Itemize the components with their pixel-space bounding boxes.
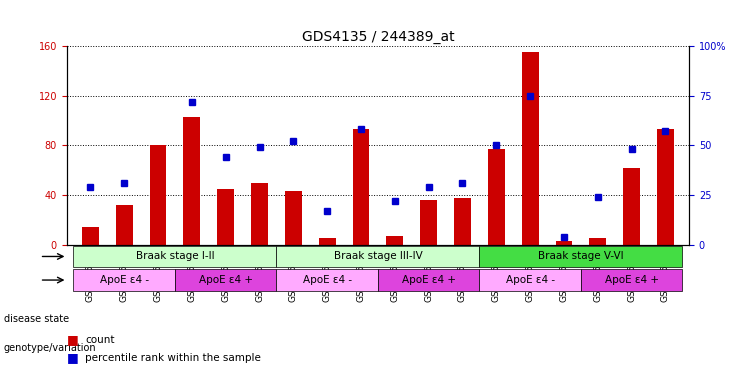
Bar [454, 197, 471, 245]
FancyBboxPatch shape [581, 270, 682, 291]
Text: ApoE ε4 +: ApoE ε4 + [402, 275, 456, 285]
FancyBboxPatch shape [175, 270, 276, 291]
FancyBboxPatch shape [276, 246, 479, 267]
Text: ■: ■ [67, 333, 79, 346]
Bar [251, 183, 268, 245]
Text: genotype/variation: genotype/variation [4, 343, 96, 353]
Bar [556, 241, 573, 245]
Text: ApoE ε4 +: ApoE ε4 + [199, 275, 253, 285]
Text: ApoE ε4 -: ApoE ε4 - [505, 275, 555, 285]
Text: disease state: disease state [4, 314, 69, 324]
FancyBboxPatch shape [73, 270, 175, 291]
Bar [386, 236, 403, 245]
Bar [522, 52, 539, 245]
FancyBboxPatch shape [276, 270, 378, 291]
Bar [82, 227, 99, 245]
Text: ApoE ε4 -: ApoE ε4 - [302, 275, 352, 285]
Bar [116, 205, 133, 245]
Text: ApoE ε4 +: ApoE ε4 + [605, 275, 659, 285]
Text: Braak stage III-IV: Braak stage III-IV [333, 252, 422, 262]
Text: Braak stage V-VI: Braak stage V-VI [538, 252, 624, 262]
Text: ■: ■ [67, 351, 79, 364]
Bar [488, 149, 505, 245]
FancyBboxPatch shape [479, 246, 682, 267]
Bar [623, 168, 640, 245]
Text: percentile rank within the sample: percentile rank within the sample [85, 353, 261, 363]
Bar [184, 117, 200, 245]
Bar [285, 191, 302, 245]
Bar [217, 189, 234, 245]
Bar [150, 146, 167, 245]
Text: count: count [85, 335, 115, 345]
Text: Braak stage I-II: Braak stage I-II [136, 252, 214, 262]
FancyBboxPatch shape [479, 270, 581, 291]
Bar [319, 238, 336, 245]
FancyBboxPatch shape [73, 246, 276, 267]
FancyBboxPatch shape [378, 270, 479, 291]
Bar [657, 129, 674, 245]
Text: ApoE ε4 -: ApoE ε4 - [99, 275, 149, 285]
Title: GDS4135 / 244389_at: GDS4135 / 244389_at [302, 30, 454, 44]
Bar [353, 129, 370, 245]
Bar [420, 200, 437, 245]
Bar [589, 238, 606, 245]
